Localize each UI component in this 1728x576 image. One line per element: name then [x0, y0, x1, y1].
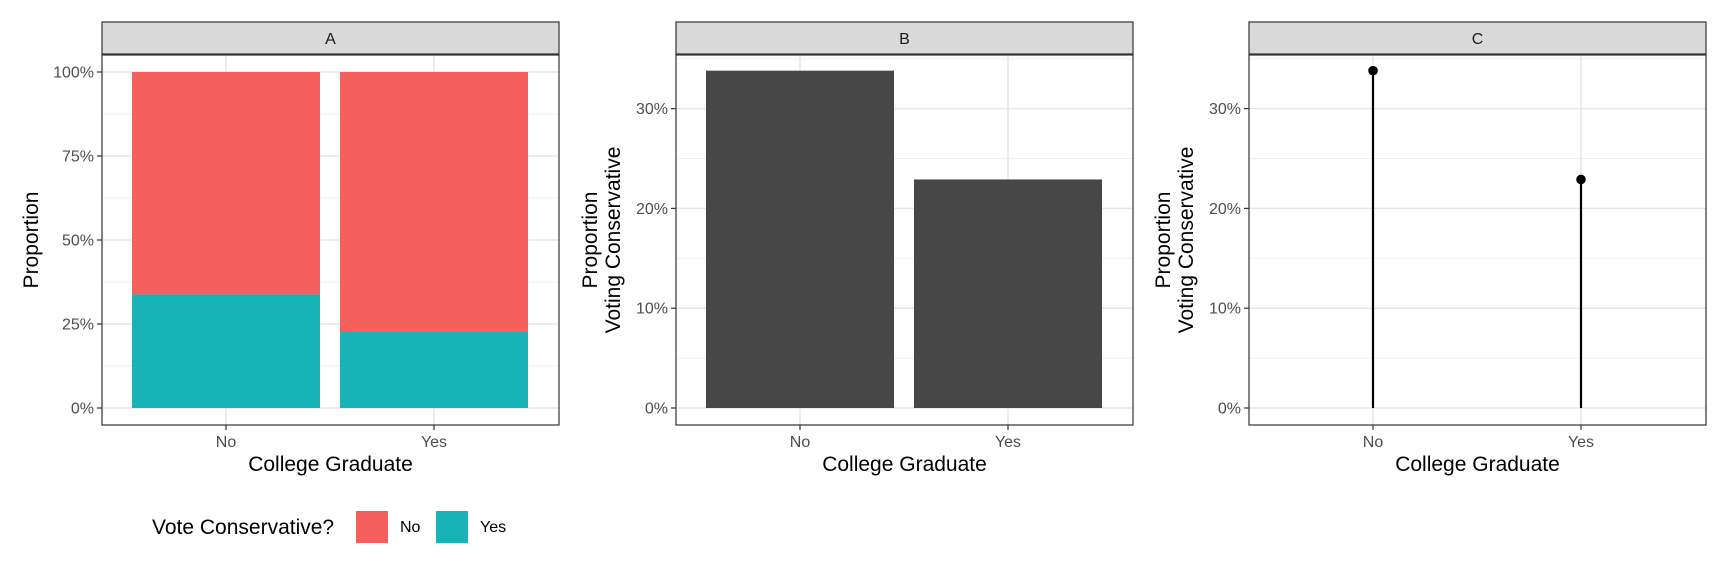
y-axis-title-line-1: Proportion	[1152, 192, 1175, 289]
legend-label-no: No	[400, 519, 421, 536]
facet-strip	[675, 21, 1134, 55]
x-tick-label: No	[216, 434, 237, 451]
legend-title: Vote Conservative?	[152, 516, 334, 539]
x-tick-label: Yes	[995, 434, 1021, 451]
y-tick-label: 20%	[636, 201, 668, 218]
bar-no-no	[132, 72, 320, 295]
x-tick-label: No	[790, 434, 811, 451]
lollipop-point-yes	[1576, 174, 1586, 185]
panel-b: B 0% 10% 20% 30% No Yes College Graduate Proport…	[579, 21, 1134, 476]
panel-border	[1248, 54, 1707, 426]
panel-border	[675, 54, 1134, 426]
facet-strip-label: C	[1472, 31, 1484, 48]
panel-c: C 0% 10% 20% 30% No Yes College Graduate Proport…	[1152, 21, 1707, 476]
facet-strip-label: A	[325, 31, 336, 48]
x-tick-label: No	[1363, 434, 1384, 451]
y-tick-label: 10%	[636, 301, 668, 318]
y-tick-label: 30%	[1209, 101, 1241, 118]
y-axis-title-line-2: Voting Conservative	[602, 147, 625, 334]
x-axis-title: College Graduate	[1395, 453, 1560, 476]
facet-strip	[1248, 21, 1707, 55]
x-tick-label: Yes	[421, 434, 447, 451]
facet-strip	[101, 21, 560, 55]
y-axis-title-line-1: Proportion	[579, 192, 602, 289]
bar-yes	[914, 179, 1102, 408]
lollipop-point-no	[1368, 65, 1378, 76]
y-tick-label: 25%	[62, 317, 94, 334]
x-tick-label: Yes	[1568, 434, 1594, 451]
legend-key-yes	[436, 511, 468, 543]
y-tick-label: 50%	[62, 233, 94, 250]
legend-key-no	[356, 511, 388, 543]
plot-background	[1249, 55, 1706, 425]
bar-yes-yes	[340, 331, 528, 408]
y-tick-label: 0%	[1218, 401, 1241, 418]
facet-strip-label: B	[899, 31, 910, 48]
bar-no-yes	[132, 294, 320, 408]
panel-a: A 0% 25% 50% 75% 100% No Yes College Graduate Pro…	[20, 21, 560, 476]
y-tick-label: 0%	[645, 401, 668, 418]
y-axis-title: Proportion	[20, 192, 43, 289]
y-tick-label: 75%	[62, 149, 94, 166]
y-tick-label: 100%	[53, 65, 94, 82]
y-tick-label: 20%	[1209, 201, 1241, 218]
y-tick-label: 30%	[636, 101, 668, 118]
y-tick-label: 10%	[1209, 301, 1241, 318]
y-axis-title-line-2: Voting Conservative	[1175, 147, 1198, 334]
x-axis-title: College Graduate	[248, 453, 413, 476]
bar-no	[706, 70, 894, 409]
x-axis-title: College Graduate	[822, 453, 987, 476]
bar-yes-no	[340, 72, 528, 332]
legend-label-yes: Yes	[480, 519, 506, 536]
legend: Vote Conservative? No Yes	[152, 511, 506, 543]
y-tick-label: 0%	[71, 401, 94, 418]
